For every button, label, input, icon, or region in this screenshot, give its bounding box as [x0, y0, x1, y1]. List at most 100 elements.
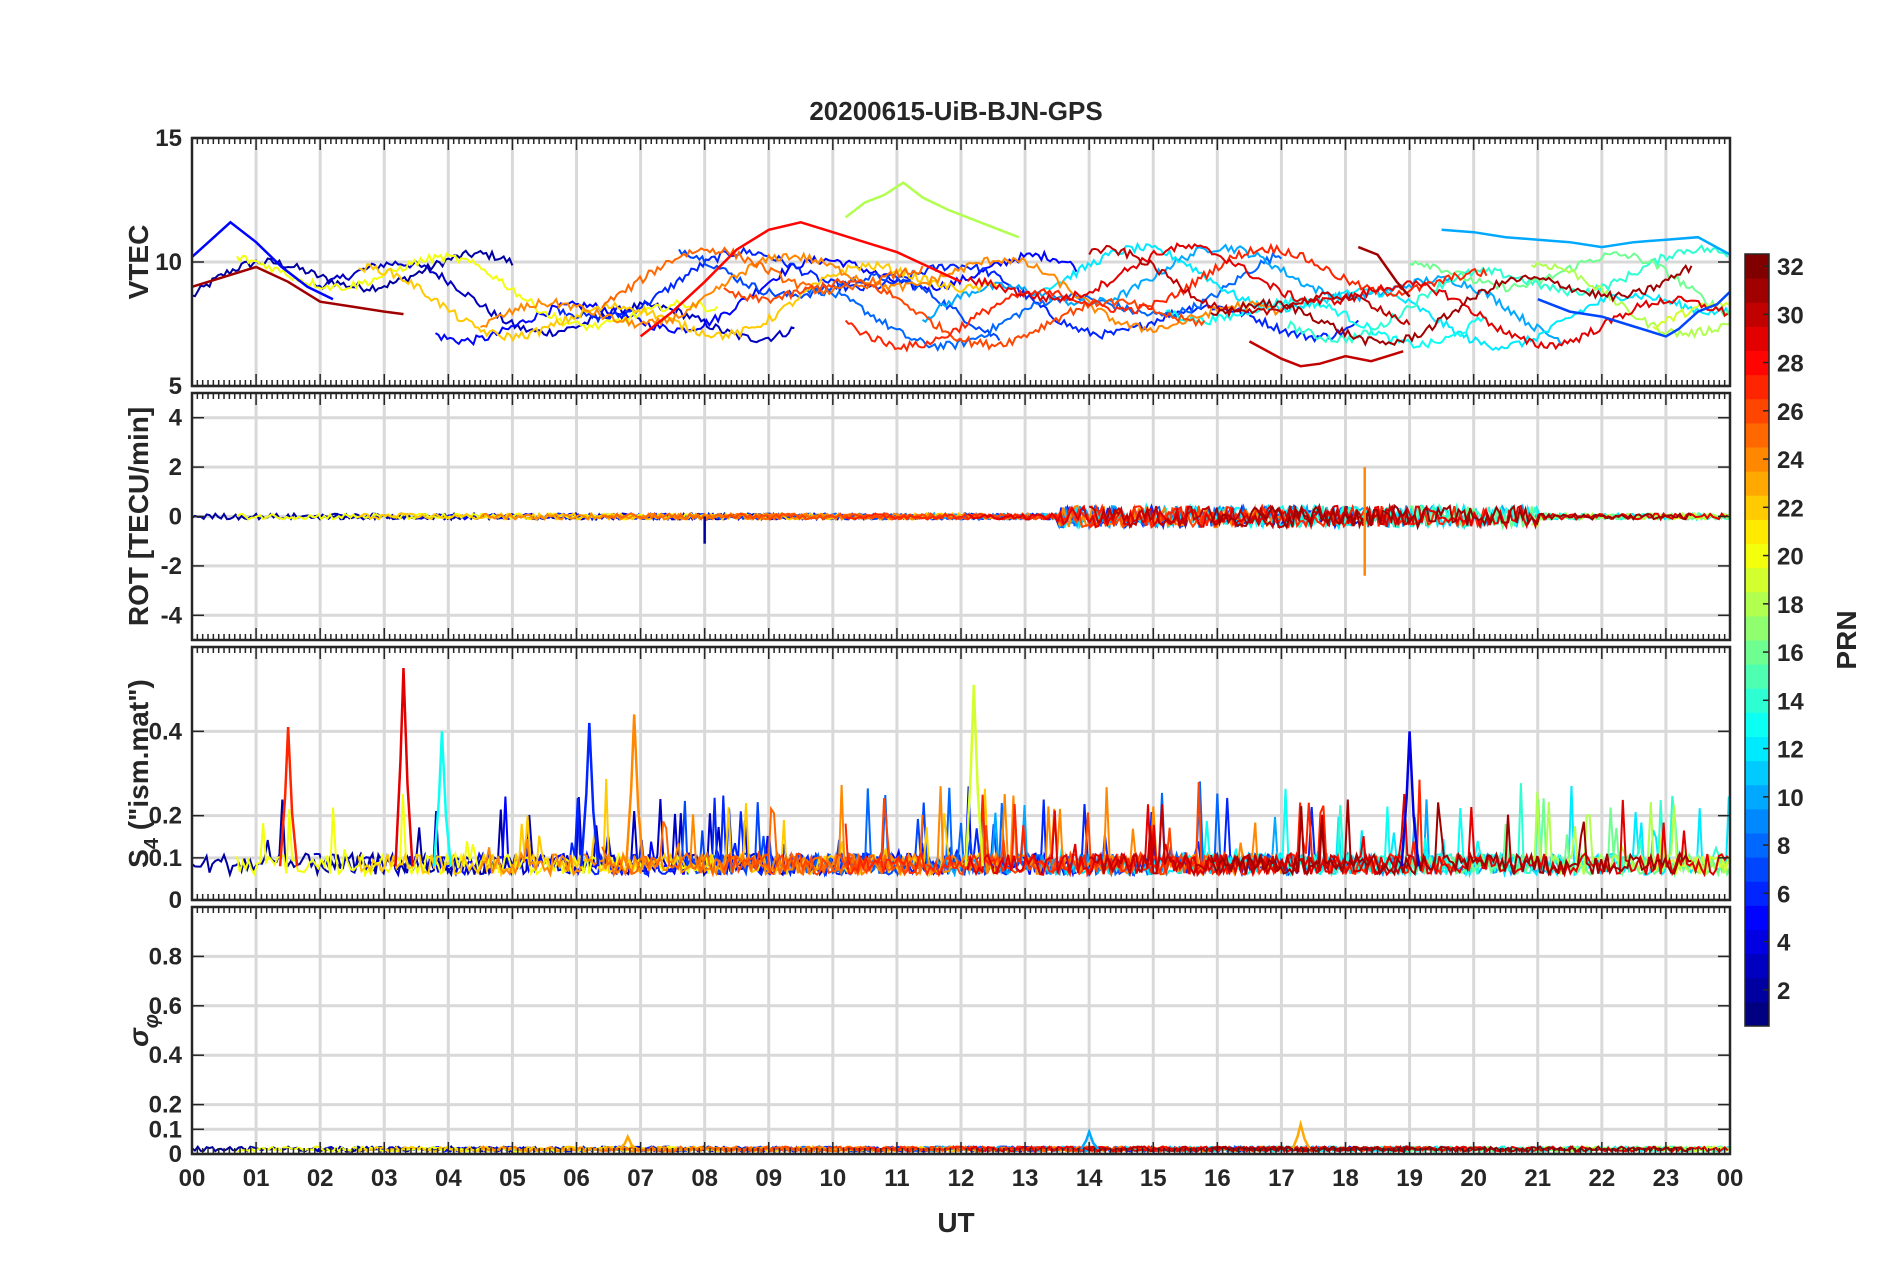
y-tick-label: 0.1 — [149, 845, 182, 872]
colorbar-frame — [1744, 253, 1770, 1027]
trace-prn-3 — [313, 259, 795, 344]
x-axis-label: UT — [937, 1207, 974, 1238]
y-tick-label: 4 — [169, 405, 183, 432]
trace-prn-26 — [722, 781, 1206, 878]
series-prn-28 — [639, 221, 962, 338]
y-tick-label: 5 — [169, 373, 182, 400]
peak-prn-27 — [278, 727, 299, 867]
peak-prn-29 — [394, 668, 414, 867]
colorbar-tick-label: 12 — [1777, 737, 1804, 764]
trace-prn-31 — [1210, 263, 1693, 347]
colorbar-tick-label: 18 — [1777, 592, 1804, 619]
colorbar-tick-label: 8 — [1777, 833, 1790, 860]
colorbar-tick-label: 32 — [1777, 254, 1804, 281]
trace-prn-30 — [1089, 804, 1411, 878]
y-tick-label: -2 — [161, 553, 182, 580]
y-tick-label: -4 — [161, 602, 183, 629]
series-prn-18 — [844, 181, 1020, 239]
series-prn-31 — [192, 265, 404, 316]
trace-prn-30 — [1088, 244, 1411, 326]
panel-s4-series — [192, 668, 1730, 879]
x-tick-label: 19 — [1396, 1165, 1423, 1192]
x-tick-label: 03 — [371, 1165, 398, 1192]
colorbar-segment — [1745, 664, 1769, 689]
colorbar-segment — [1745, 1001, 1769, 1027]
y-tick-label: 2 — [169, 454, 182, 481]
trace-prn-22 — [358, 260, 1000, 343]
series-prn-31 — [1357, 245, 1411, 298]
colorbar-segment — [1745, 278, 1769, 303]
colorbar-tick-label: 4 — [1777, 930, 1791, 957]
colorbar-tick-label: 28 — [1777, 351, 1804, 378]
x-tick-label: 12 — [948, 1165, 975, 1192]
series-prn-30 — [1248, 340, 1404, 368]
colorbar-segment — [1745, 567, 1769, 593]
peak-prn-13 — [432, 731, 453, 867]
x-tick-label: 17 — [1268, 1165, 1295, 1192]
y-axis-label-vtec: VTEC — [123, 225, 154, 300]
trace-prn-13 — [1165, 295, 1487, 350]
colorbar-tick-label: 26 — [1777, 399, 1804, 426]
y-tick-label: 0 — [169, 504, 182, 531]
x-tick-label: 16 — [1204, 1165, 1231, 1192]
series-prn-7 — [1537, 290, 1730, 338]
colorbar-tick-label: 24 — [1777, 447, 1804, 474]
trace-prn-14 — [1286, 243, 1729, 345]
colorbar-segment — [1745, 905, 1769, 930]
x-tick-label: 10 — [819, 1165, 846, 1192]
y-tick-label: 0.6 — [149, 993, 182, 1020]
trace-prn-8 — [800, 252, 1283, 353]
x-tick-label: 14 — [1076, 1165, 1103, 1192]
panel-rot: -4 -2 0 2 4 ROT [TECU/min] — [123, 391, 1732, 642]
colorbar-segment — [1745, 471, 1769, 496]
panel-rot-frame — [190, 391, 1732, 642]
colorbar-tick-label: 10 — [1777, 785, 1804, 812]
x-tick-label: 23 — [1653, 1165, 1680, 1192]
x-tick-label: 01 — [243, 1165, 270, 1192]
peak-prn-23 — [1291, 1119, 1311, 1150]
peak-prn-24 — [624, 714, 645, 867]
x-tick-label: 11 — [884, 1165, 909, 1192]
x-tick-label: 21 — [1524, 1165, 1551, 1192]
y-tick-label: 0 — [169, 1141, 182, 1168]
y-tick-label: 0.2 — [149, 1092, 182, 1119]
series-prn-10 — [1441, 228, 1730, 256]
colorbar-tick-label: 6 — [1777, 881, 1790, 908]
peak-prn-4 — [1400, 731, 1420, 867]
peak-prn-10 — [1080, 1127, 1100, 1150]
colorbar-tick-label: 30 — [1777, 302, 1804, 329]
peak-prn-6 — [580, 722, 600, 867]
x-tick-label: 05 — [499, 1165, 526, 1192]
y-tick-label: 0.4 — [149, 1042, 183, 1069]
y-axis-label-rot: ROT [TECU/min] — [123, 407, 154, 626]
peak-prn-23 — [618, 1133, 638, 1151]
x-tick-label: 07 — [627, 1165, 654, 1192]
y-tick-label: 0 — [169, 887, 182, 914]
panel-sigphi-frame — [190, 905, 1732, 1156]
y-tick-label: 10 — [155, 249, 182, 276]
trace-prn-31 — [1210, 1144, 1692, 1154]
x-axis-ticks: 00 01 02 03 04 05 06 07 08 09 10 11 12 13 14 15 16 17 18 19… — [179, 1165, 1744, 1192]
x-tick-label: 15 — [1140, 1165, 1167, 1192]
colorbar-segment — [1745, 857, 1769, 882]
colorbar-segment — [1745, 712, 1769, 737]
trace-prn-16 — [1409, 251, 1730, 319]
y-tick-label: 0.2 — [149, 803, 182, 830]
panel-vtec-series — [192, 181, 1730, 368]
colorbar-segment — [1745, 422, 1769, 448]
colorbar-tick-label: 16 — [1777, 640, 1804, 667]
peak-prn-19 — [964, 684, 985, 867]
trace-prn-31 — [1209, 799, 1692, 877]
series-prn-5 — [192, 220, 334, 301]
colorbar-tick-label: 2 — [1777, 978, 1790, 1005]
chart-title: 20200615-UiB-BJN-GPS — [809, 96, 1102, 126]
trace-prn-31 — [1210, 503, 1693, 531]
colorbar-segment — [1745, 953, 1769, 979]
x-tick-label: 00 — [1717, 1165, 1744, 1192]
colorbar-segment — [1745, 374, 1769, 400]
panel-s4: 0 0.1 0.2 0.4S4 ("ism.mat") — [123, 645, 1732, 914]
x-tick-label: 09 — [755, 1165, 782, 1192]
